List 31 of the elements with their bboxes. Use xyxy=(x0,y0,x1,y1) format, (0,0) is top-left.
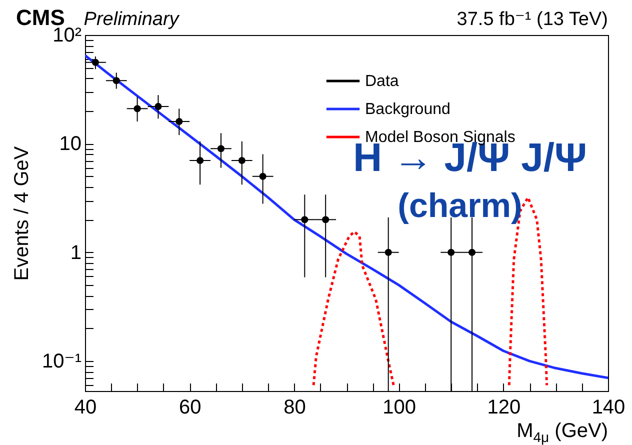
point xyxy=(448,248,455,256)
y-tick-label: 1 xyxy=(70,242,82,264)
x-tick-label: 80 xyxy=(284,396,306,418)
x-tick-label: 40 xyxy=(74,396,97,418)
x-tick-label: 60 xyxy=(178,396,202,418)
point xyxy=(176,118,183,126)
point xyxy=(134,105,141,112)
chart-subtitle: Preliminary xyxy=(84,9,180,30)
point xyxy=(154,102,162,110)
line-series xyxy=(85,54,608,380)
point xyxy=(384,248,392,256)
x-tick-label: 140 xyxy=(592,396,626,418)
point xyxy=(238,156,246,164)
point xyxy=(259,172,266,180)
x-tick-label: 120 xyxy=(487,396,521,418)
point xyxy=(322,216,330,224)
point xyxy=(301,216,308,224)
point xyxy=(217,145,225,152)
legend-label: Background xyxy=(365,101,450,118)
legend-label: Data xyxy=(365,73,399,90)
point xyxy=(112,77,120,84)
y-tick-label: 10⁻¹ xyxy=(42,350,82,373)
point xyxy=(468,248,476,256)
y-axis-title: Events / 4 GeV xyxy=(11,146,34,281)
point xyxy=(92,58,99,66)
point xyxy=(196,156,204,164)
y-tick-label: 10² xyxy=(52,24,82,46)
y-tick-label: 10 xyxy=(59,133,82,156)
text: 37.5 fb⁻¹ (13 TeV) xyxy=(456,9,608,30)
x-tick-label: 100 xyxy=(382,396,416,418)
annotation: (charm) xyxy=(398,187,522,225)
